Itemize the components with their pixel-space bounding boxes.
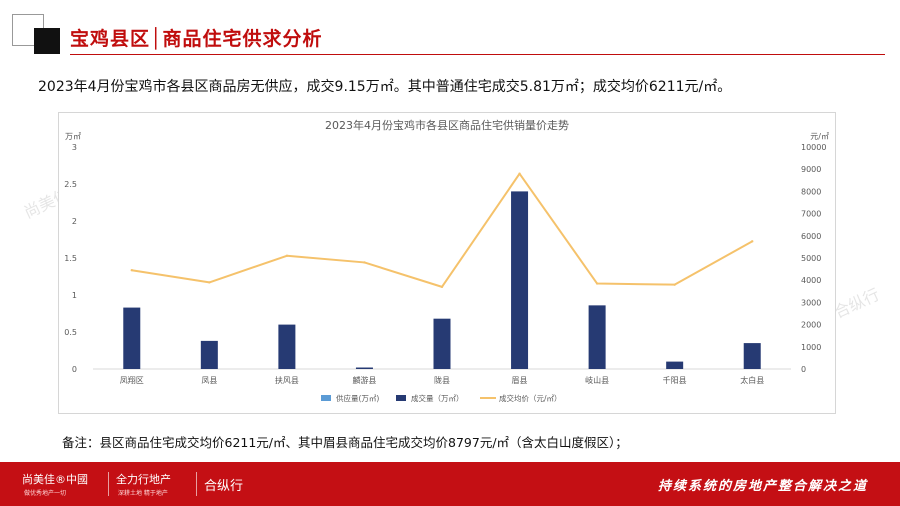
footer-slogan: 持续系统的房地产整合解决之道: [657, 479, 868, 494]
legend-label-sales: 成交量（万㎡）: [411, 393, 464, 403]
watermark-logo: 合纵行: [830, 284, 883, 323]
bar-sales: [511, 191, 529, 369]
y-right-tick-label: 3000: [801, 298, 821, 307]
bar-sales: [743, 343, 761, 369]
y-right-tick-label: 1000: [801, 343, 821, 352]
y-right-tick-label: 2000: [801, 321, 821, 330]
y-left-tick-label: 0: [72, 365, 77, 374]
legend-label-price: 成交均价（元/㎡）: [499, 393, 562, 403]
footer-divider: [108, 472, 109, 496]
bar-sales: [278, 324, 296, 369]
bar-sales: [433, 318, 451, 369]
y-right-tick-label: 6000: [801, 232, 821, 241]
bar-sales: [123, 307, 141, 369]
y-left-tick-label: 1: [72, 291, 77, 300]
footer-logo-shangmeijia: 尚美佳®中國: [22, 473, 88, 486]
page-title: 宝鸡县区│商品住宅供求分析: [70, 28, 323, 50]
x-tick-label: 扶风县: [275, 375, 299, 385]
y-right-unit-label: 元/㎡: [810, 132, 829, 141]
title-underline: [70, 54, 885, 55]
y-right-tick-label: 4000: [801, 276, 821, 285]
y-left-tick-label: 2: [72, 217, 77, 226]
y-right-tick-label: 7000: [801, 210, 821, 219]
x-tick-label: 岐山县: [585, 375, 609, 385]
point-avg-price: [130, 269, 133, 272]
bar-sales: [666, 361, 684, 369]
line-avg-price: [131, 172, 753, 288]
point-avg-price: [518, 172, 521, 175]
footer-logo-hezongxing: 合纵行: [204, 479, 244, 494]
summary-text: 2023年4月份宝鸡市各县区商品房无供应，成交9.15万㎡。其中普通住宅成交5.…: [38, 79, 732, 95]
point-avg-price: [285, 254, 289, 257]
chart-title: 2023年4月份宝鸡市各县区商品住宅供销量价走势: [325, 118, 569, 132]
x-tick-label: 陇县: [434, 375, 450, 385]
legend-swatch-sales: [396, 395, 406, 401]
chart-panel: 2023年4月份宝鸡市各县区商品住宅供销量价走势万㎡ 元/㎡ 0 0.5 1 1.5 2 2.…: [58, 112, 836, 414]
x-tick-label: 麟游县: [352, 375, 376, 385]
point-avg-price: [751, 240, 754, 243]
y-left-tick-label: 3: [72, 143, 77, 152]
x-tick-label: 千阳县: [663, 375, 687, 385]
footnote: 备注：县区商品住宅成交均价6211元/㎡、其中眉县商品住宅成交均价8797元/㎡…: [62, 435, 628, 450]
x-tick-label: 太白县: [740, 375, 764, 385]
y-left-unit-label: 万㎡: [65, 132, 81, 141]
point-avg-price: [363, 261, 366, 264]
y-left-tick-label: 2.5: [64, 180, 77, 189]
y-right-tick-label: 0: [801, 365, 806, 374]
legend-swatch-supply: [321, 395, 331, 401]
footer-logo-shangmeijia-tagline: 做优秀地产一切: [24, 490, 67, 497]
footer-logo-quanlixing-tagline: 深耕土地 精于地产: [118, 490, 168, 497]
bar-sales: [200, 340, 218, 369]
x-tick-label: 凤翔区: [120, 375, 144, 385]
y-right-tick-label: 9000: [801, 165, 821, 174]
footer-bar: 尚美佳®中國 做优秀地产一切 全力行地产 深耕土地 精于地产 合纵行 持续系统的…: [0, 462, 900, 506]
point-avg-price: [440, 285, 444, 289]
y-left-tick-label: 1.5: [64, 254, 77, 263]
point-avg-price: [595, 282, 599, 285]
y-right-tick-label: 8000: [801, 187, 821, 196]
corner-decoration-block: [34, 28, 60, 54]
x-tick-label: 凤县: [201, 376, 217, 385]
point-avg-price: [673, 283, 676, 286]
legend-label-supply: 供应量(万㎡): [336, 393, 379, 403]
y-left-tick-label: 0.5: [64, 328, 77, 337]
footer-divider: [196, 472, 197, 496]
bar-sales: [355, 367, 373, 369]
footer-logo-quanlixing: 全力行地产: [116, 473, 171, 486]
bar-sales: [588, 305, 606, 369]
y-right-tick-label: 5000: [801, 254, 821, 263]
y-right-tick-label: 10000: [801, 143, 826, 152]
x-tick-label: 眉县: [512, 376, 528, 385]
point-avg-price: [208, 281, 211, 284]
